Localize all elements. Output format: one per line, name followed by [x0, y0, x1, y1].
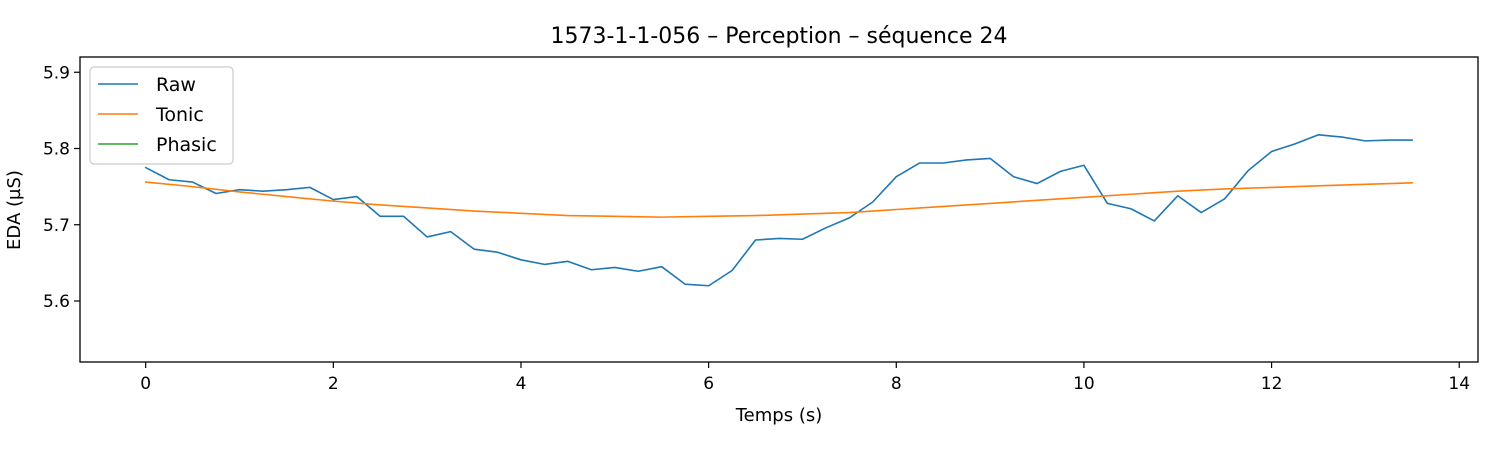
x-tick-label: 10 — [1073, 374, 1095, 394]
legend-label-tonic: Tonic — [155, 104, 204, 126]
x-tick-label: 0 — [140, 374, 151, 394]
y-tick-label: 5.6 — [43, 292, 70, 312]
y-tick-label: 5.9 — [43, 63, 70, 83]
y-tick-label: 5.8 — [43, 140, 70, 160]
series-layer — [144, 133, 1414, 287]
x-tick-label: 14 — [1448, 374, 1470, 394]
series-line-raw — [144, 133, 1414, 287]
plot-frame — [79, 56, 1479, 363]
x-tick-label: 12 — [1261, 374, 1283, 394]
y-axis: 5.6 5.7 5.8 5.9 — [43, 63, 80, 312]
legend: Raw Tonic Phasic — [89, 66, 234, 165]
x-tick-label: 8 — [891, 374, 902, 394]
legend-label-phasic: Phasic — [156, 134, 217, 156]
legend-label-raw: Raw — [156, 74, 196, 96]
x-axis: 0 2 4 6 8 10 12 14 — [140, 362, 1470, 394]
series-line-tonic — [144, 181, 1414, 218]
x-tick-label: 6 — [703, 374, 714, 394]
x-tick-label: 2 — [328, 374, 339, 394]
x-tick-label: 4 — [516, 374, 527, 394]
y-tick-label: 5.7 — [43, 216, 70, 236]
chart-title: 1573-1-1-056 – Perception – séquence 24 — [550, 24, 1007, 49]
y-axis-title: EDA (µS) — [4, 170, 25, 250]
legend-box — [89, 66, 234, 165]
x-axis-title: Temps (s) — [735, 405, 823, 426]
